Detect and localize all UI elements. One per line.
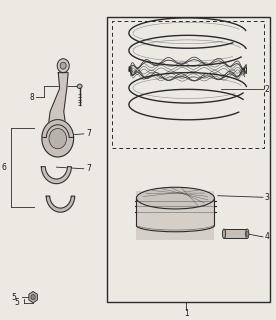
Ellipse shape <box>222 229 225 238</box>
Text: 3: 3 <box>265 193 270 202</box>
Ellipse shape <box>246 231 248 236</box>
Ellipse shape <box>136 187 214 209</box>
Text: 8: 8 <box>29 93 34 102</box>
Ellipse shape <box>77 84 82 89</box>
Circle shape <box>49 129 67 149</box>
Text: 5: 5 <box>15 298 19 307</box>
Ellipse shape <box>246 229 249 238</box>
FancyBboxPatch shape <box>136 191 214 240</box>
Polygon shape <box>48 73 68 128</box>
Bar <box>107 17 270 302</box>
Text: 1: 1 <box>184 309 189 318</box>
Bar <box>224 229 247 238</box>
Polygon shape <box>46 196 75 212</box>
Text: 6: 6 <box>1 163 6 172</box>
Polygon shape <box>41 167 71 184</box>
Text: 7: 7 <box>86 164 91 173</box>
Polygon shape <box>42 120 74 138</box>
Circle shape <box>57 59 69 73</box>
Text: 5: 5 <box>12 293 17 302</box>
Circle shape <box>60 62 66 69</box>
Text: 2: 2 <box>265 85 270 94</box>
Text: 4: 4 <box>265 232 270 241</box>
Circle shape <box>31 295 35 300</box>
Circle shape <box>42 120 74 157</box>
Bar <box>113 21 264 148</box>
Text: 7: 7 <box>86 129 91 138</box>
